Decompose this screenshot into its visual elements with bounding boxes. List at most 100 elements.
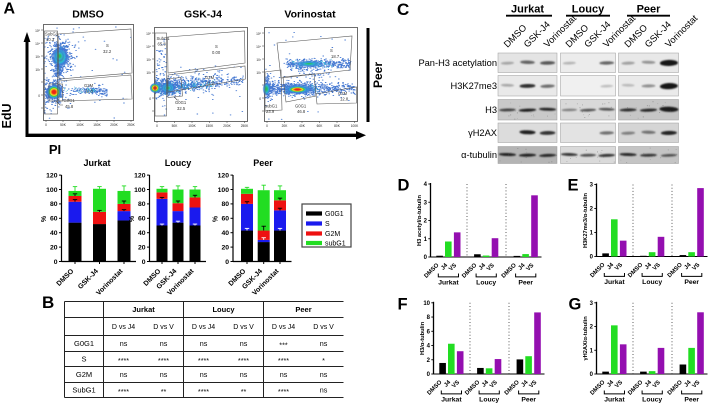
- svg-text:10⁵: 10⁵: [256, 32, 262, 36]
- svg-text:Pan-H3 acetylation: Pan-H3 acetylation: [418, 58, 497, 68]
- svg-text:11.9: 11.9: [206, 81, 215, 86]
- svg-text:γH2AX/α-tubulin: γH2AX/α-tubulin: [583, 316, 589, 361]
- svg-text:S: S: [106, 43, 109, 48]
- svg-text:120: 120: [134, 172, 146, 179]
- svg-text:G2M: G2M: [325, 231, 340, 238]
- svg-text:H3: H3: [485, 105, 497, 115]
- svg-text:****: ****: [278, 387, 289, 396]
- svg-text:0.00: 0.00: [212, 50, 221, 55]
- svg-text:C: C: [397, 0, 409, 19]
- svg-text:10⁴: 10⁴: [256, 45, 262, 49]
- svg-text:0: 0: [156, 124, 158, 128]
- svg-text:Loucy: Loucy: [212, 305, 235, 314]
- svg-text:S: S: [215, 44, 218, 49]
- svg-text:subG1: subG1: [265, 104, 278, 109]
- svg-text:G0G1: G0G1: [325, 211, 344, 218]
- svg-text:D vs V: D vs V: [233, 324, 254, 331]
- svg-text:S: S: [325, 221, 330, 228]
- svg-text:100K: 100K: [351, 124, 359, 128]
- svg-text:0: 0: [590, 372, 594, 378]
- svg-text:****: ****: [198, 387, 209, 396]
- svg-text:0: 0: [266, 124, 268, 128]
- svg-text:50K: 50K: [172, 124, 179, 128]
- svg-text:J4: J4: [443, 379, 452, 388]
- svg-text:Peer: Peer: [521, 397, 536, 404]
- svg-text:DMSO: DMSO: [56, 268, 76, 288]
- svg-text:Peer: Peer: [295, 305, 311, 314]
- svg-text:SubG1: SubG1: [45, 32, 59, 37]
- svg-text:**: **: [241, 387, 247, 396]
- svg-text:J4: J4: [684, 379, 693, 388]
- svg-text:100: 100: [218, 187, 230, 194]
- svg-text:10⁴: 10⁴: [35, 42, 41, 46]
- svg-text:12.8: 12.8: [340, 97, 349, 102]
- svg-text:100K: 100K: [188, 124, 196, 128]
- svg-text:60: 60: [221, 216, 229, 223]
- svg-text:11.8: 11.8: [85, 89, 94, 94]
- svg-text:0: 0: [149, 97, 151, 101]
- svg-text:****: ****: [198, 356, 209, 365]
- svg-text:60: 60: [50, 216, 58, 223]
- svg-text:32.2: 32.2: [103, 49, 112, 54]
- svg-text:J4: J4: [644, 262, 653, 271]
- svg-text:D vs J4: D vs J4: [112, 324, 135, 331]
- svg-text:%: %: [213, 215, 220, 222]
- svg-text:ns: ns: [120, 370, 128, 379]
- svg-text:%: %: [129, 215, 136, 222]
- svg-text:2: 2: [427, 358, 431, 364]
- svg-text:0: 0: [225, 259, 229, 266]
- svg-text:2: 2: [590, 325, 594, 331]
- svg-text:3: 3: [590, 183, 594, 189]
- svg-text:40: 40: [221, 230, 229, 237]
- svg-text:****: ****: [118, 387, 129, 396]
- svg-text:D vs J4: D vs J4: [272, 324, 295, 331]
- svg-text:VS: VS: [529, 380, 539, 390]
- svg-text:10³: 10³: [256, 58, 261, 62]
- svg-text:20: 20: [221, 244, 229, 251]
- svg-text:40: 40: [138, 230, 146, 237]
- svg-text:****: ****: [118, 356, 129, 365]
- svg-text:ns: ns: [320, 339, 328, 348]
- svg-text:100: 100: [46, 187, 58, 194]
- svg-text:Peer: Peer: [371, 62, 385, 88]
- svg-text:ns: ns: [160, 339, 168, 348]
- svg-text:J4: J4: [606, 262, 615, 271]
- svg-text:6: 6: [427, 329, 431, 335]
- svg-text:GSK-J4: GSK-J4: [77, 268, 100, 291]
- svg-text:Loucy: Loucy: [479, 397, 499, 404]
- svg-text:20K: 20K: [282, 124, 289, 128]
- svg-text:3: 3: [424, 200, 428, 206]
- svg-text:****: ****: [278, 356, 289, 365]
- svg-text:G2M: G2M: [338, 91, 348, 96]
- svg-text:46.8: 46.8: [297, 109, 306, 114]
- svg-text:H3K27me3: H3K27me3: [450, 81, 497, 91]
- svg-text:G2M: G2M: [84, 83, 94, 88]
- svg-text:20: 20: [50, 244, 58, 251]
- svg-text:2: 2: [424, 219, 428, 225]
- svg-text:***: ***: [279, 340, 288, 349]
- svg-text:VS: VS: [489, 380, 499, 390]
- svg-text:VS: VS: [451, 380, 461, 390]
- svg-text:80: 80: [50, 201, 58, 208]
- svg-text:G0G1: G0G1: [175, 100, 187, 105]
- svg-text:1: 1: [590, 231, 594, 237]
- svg-text:S: S: [330, 48, 333, 53]
- svg-text:45.8: 45.8: [65, 104, 74, 109]
- svg-text:VS: VS: [692, 262, 702, 272]
- svg-text:Loucy: Loucy: [476, 280, 496, 287]
- svg-text:Loucy: Loucy: [572, 4, 605, 16]
- svg-text:J4: J4: [481, 379, 490, 388]
- svg-text:0: 0: [54, 259, 58, 266]
- svg-text:4: 4: [427, 344, 431, 350]
- svg-text:10³: 10³: [35, 55, 40, 59]
- svg-text:VS: VS: [614, 380, 624, 390]
- svg-text:80: 80: [221, 201, 229, 208]
- svg-text:G0G1: G0G1: [74, 339, 94, 348]
- svg-text:ns: ns: [240, 339, 248, 348]
- svg-text:G: G: [569, 296, 582, 314]
- svg-text:%: %: [41, 215, 48, 222]
- svg-text:120: 120: [218, 172, 230, 179]
- svg-text:VS: VS: [652, 380, 662, 390]
- svg-text:250K: 250K: [241, 124, 249, 128]
- svg-text:0: 0: [590, 255, 594, 261]
